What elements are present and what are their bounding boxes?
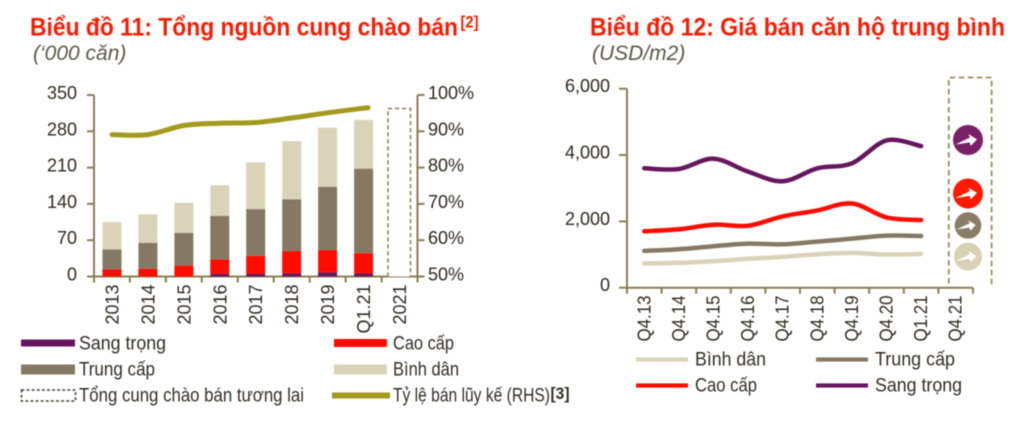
svg-text:2019: 2019: [318, 285, 338, 325]
svg-text:[3]: [3]: [551, 384, 570, 403]
svg-text:2017: 2017: [246, 285, 266, 325]
svg-text:70%: 70%: [428, 192, 464, 212]
svg-text:Q4.21: Q4.21: [946, 296, 966, 342]
svg-text:Q4.19: Q4.19: [842, 296, 862, 342]
svg-text:350: 350: [47, 83, 77, 103]
svg-text:Trung cấp: Trung cấp: [79, 360, 155, 381]
svg-text:6,000: 6,000: [565, 76, 610, 96]
svg-text:2016: 2016: [210, 285, 230, 325]
svg-text:2013: 2013: [103, 285, 123, 325]
svg-text:Bình dân: Bình dân: [695, 350, 766, 371]
svg-text:2,000: 2,000: [565, 209, 610, 229]
svg-text:70: 70: [57, 228, 77, 248]
svg-text:(USD/m2): (USD/m2): [592, 42, 685, 65]
svg-text:Q4.18: Q4.18: [807, 296, 827, 342]
svg-text:100%: 100%: [428, 83, 474, 103]
svg-text:Q4.20: Q4.20: [877, 296, 897, 342]
svg-text:2014: 2014: [138, 285, 158, 325]
svg-text:4,000: 4,000: [565, 143, 610, 163]
svg-text:Q1.21: Q1.21: [911, 296, 931, 342]
svg-text:280: 280: [47, 119, 77, 139]
svg-text:2015: 2015: [174, 285, 194, 325]
svg-text:Tổng cung chào bán tương lai: Tổng cung chào bán tương lai: [79, 386, 304, 407]
svg-text:80%: 80%: [428, 156, 464, 176]
svg-text:2021: 2021: [390, 285, 410, 325]
svg-text:Cao cấp: Cao cấp: [393, 334, 454, 355]
svg-text:140: 140: [47, 192, 77, 212]
svg-text:Sang trọng: Sang trọng: [875, 376, 962, 397]
svg-text:0: 0: [67, 265, 77, 285]
svg-text:0: 0: [600, 275, 610, 295]
svg-text:Q4.14: Q4.14: [669, 296, 689, 342]
svg-text:210: 210: [47, 156, 77, 176]
svg-text:Sang trọng: Sang trọng: [79, 334, 166, 355]
svg-text:Q4.15: Q4.15: [704, 296, 724, 342]
svg-text:90%: 90%: [428, 119, 464, 139]
svg-text:[2]: [2]: [461, 13, 479, 32]
svg-text:Q1.21: Q1.21: [354, 285, 374, 334]
svg-text:Cao cấp: Cao cấp: [695, 376, 757, 397]
svg-text:Biểu đồ 12: Giá bán căn hộ tru: Biểu đồ 12: Giá bán căn hộ trung bình: [590, 14, 1005, 42]
svg-text:Bình dân: Bình dân: [393, 360, 459, 381]
svg-text:Q4.16: Q4.16: [738, 296, 758, 342]
svg-text:Trung cấp: Trung cấp: [875, 350, 955, 371]
svg-text:(‘000 căn): (‘000 căn): [33, 42, 126, 65]
svg-text:Tỷ lệ bán lũy kế (RHS): Tỷ lệ bán lũy kế (RHS): [393, 386, 550, 407]
svg-text:2018: 2018: [282, 285, 302, 325]
svg-text:Q4.13: Q4.13: [634, 296, 654, 342]
svg-text:Q4.17: Q4.17: [773, 296, 793, 342]
svg-text:50%: 50%: [428, 265, 464, 285]
svg-text:Biểu đồ 11: Tổng nguồn cung ch: Biểu đồ 11: Tổng nguồn cung chào bán: [30, 14, 458, 42]
svg-text:60%: 60%: [428, 228, 464, 248]
